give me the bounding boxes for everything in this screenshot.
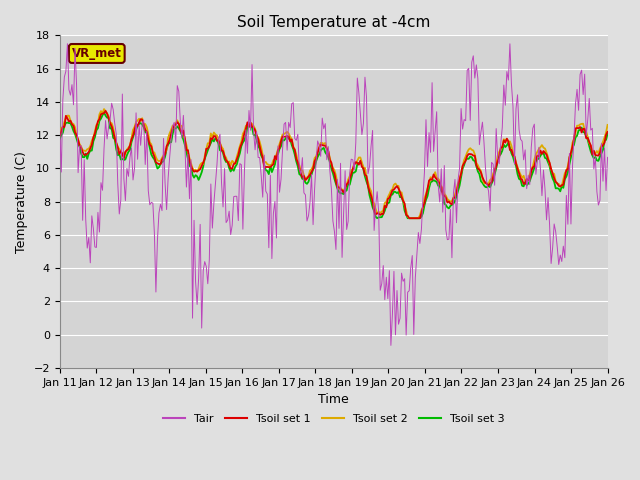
X-axis label: Time: Time — [318, 393, 349, 406]
Title: Soil Temperature at -4cm: Soil Temperature at -4cm — [237, 15, 430, 30]
Y-axis label: Temperature (C): Temperature (C) — [15, 151, 28, 252]
Legend: Tair, Tsoil set 1, Tsoil set 2, Tsoil set 3: Tair, Tsoil set 1, Tsoil set 2, Tsoil se… — [159, 410, 509, 429]
Text: VR_met: VR_met — [72, 47, 122, 60]
